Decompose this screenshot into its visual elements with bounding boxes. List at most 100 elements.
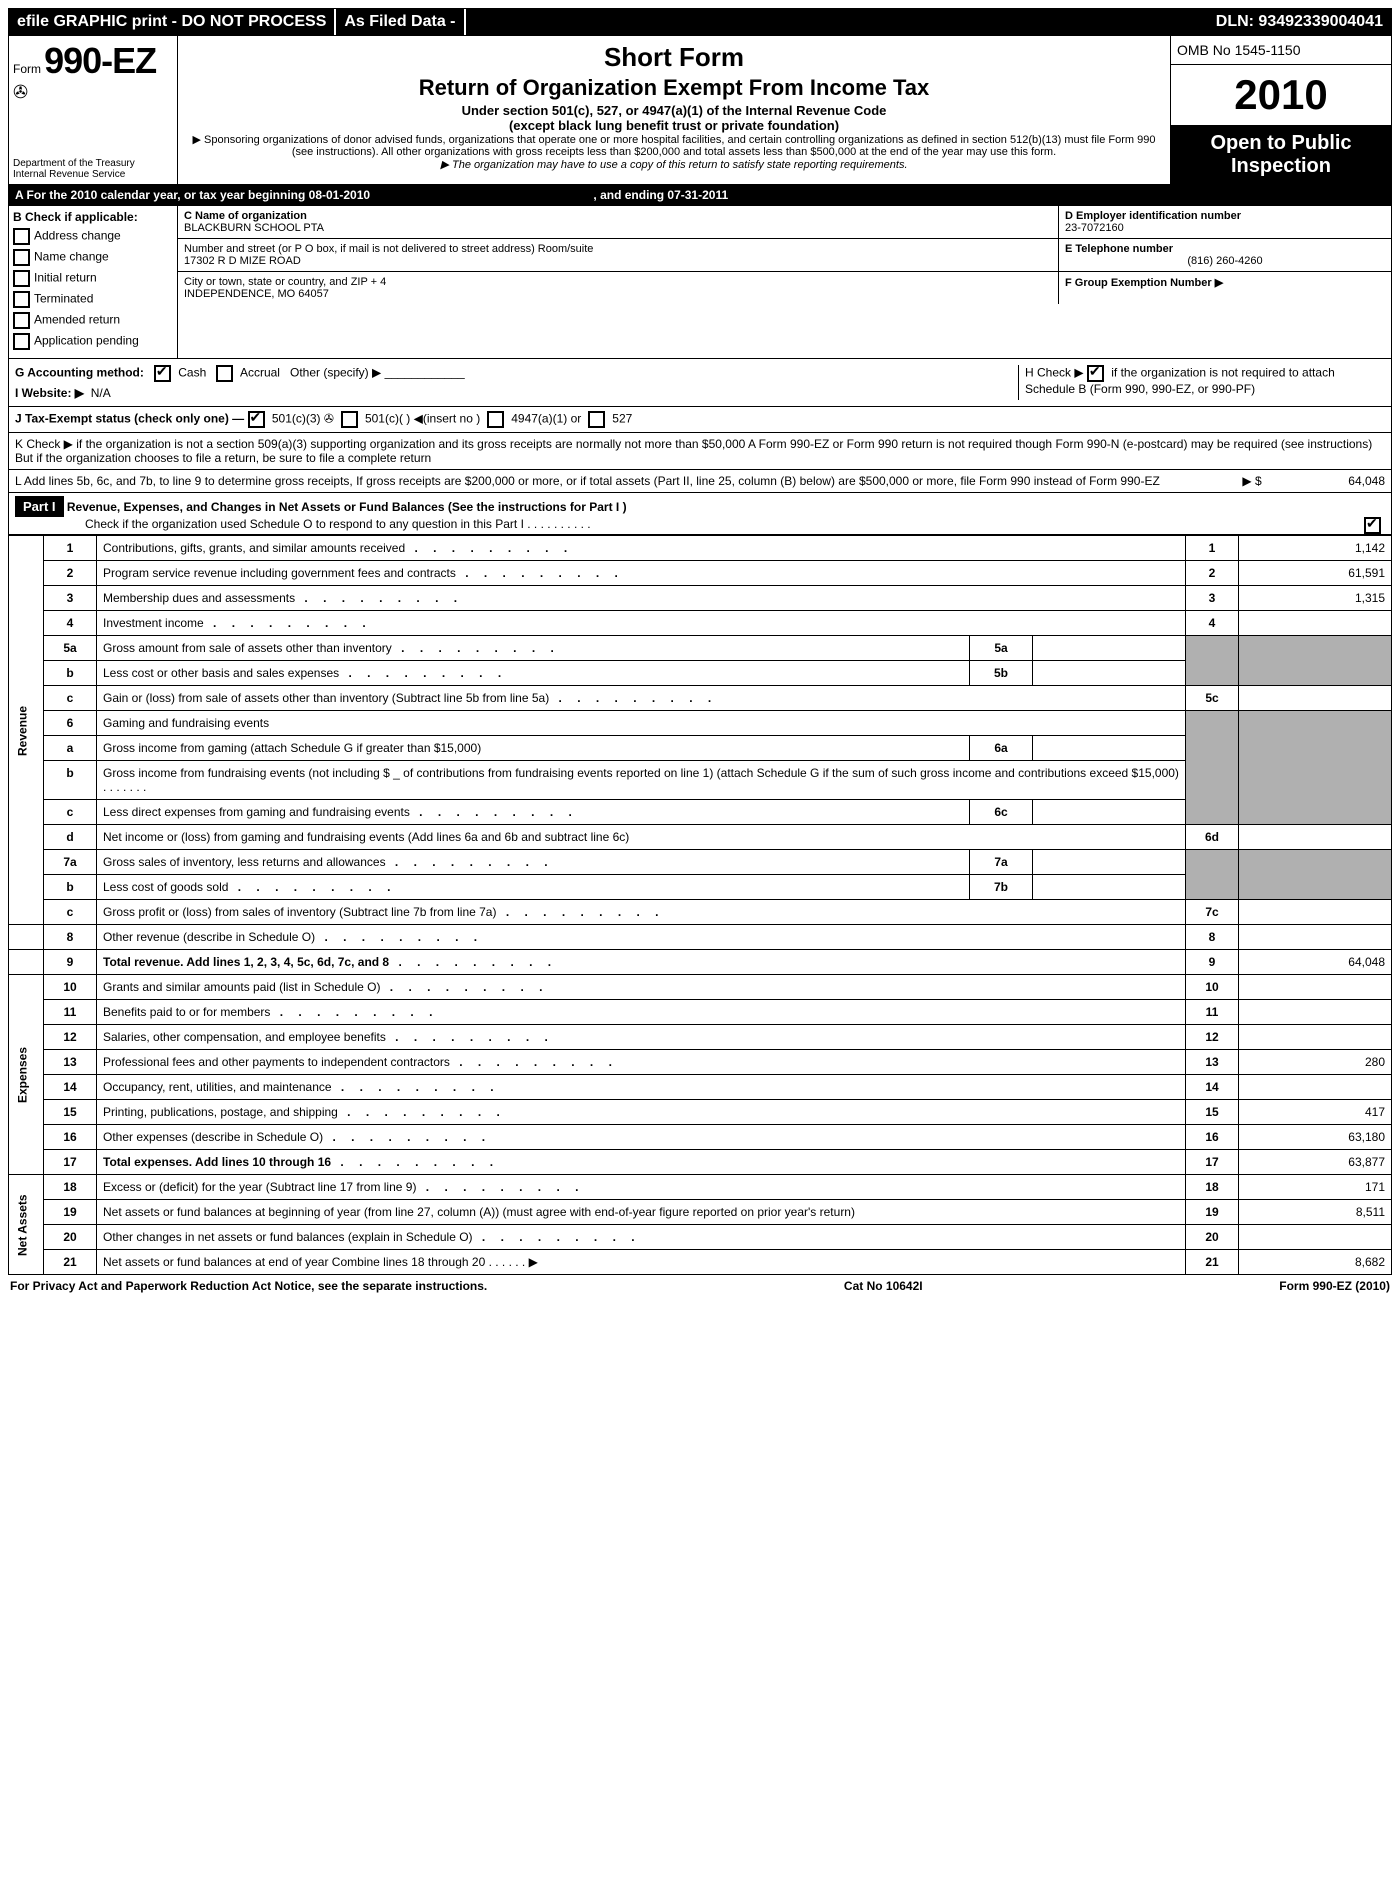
line10-text: Grants and similar amounts paid (list in…	[103, 980, 548, 994]
line9-amt: 64,048	[1239, 950, 1392, 975]
b-heading: B Check if applicable:	[13, 210, 173, 224]
part1-title: Revenue, Expenses, and Changes in Net As…	[67, 500, 627, 514]
chk-initial-return[interactable]: Initial return	[13, 270, 173, 287]
chk-schedule-b[interactable]	[1087, 365, 1104, 382]
line21-amt: 8,682	[1239, 1250, 1392, 1275]
chk-name-change[interactable]: Name change	[13, 249, 173, 266]
line10-amt	[1239, 975, 1392, 1000]
line18-amt: 171	[1239, 1175, 1392, 1200]
line20-amt	[1239, 1225, 1392, 1250]
topbar-dln: DLN: 93492339004041	[1208, 9, 1391, 35]
dept-treasury: Department of the Treasury	[13, 158, 173, 169]
efile-top-bar: efile GRAPHIC print - DO NOT PROCESS As …	[8, 8, 1392, 36]
footer-privacy: For Privacy Act and Paperwork Reduction …	[10, 1279, 487, 1293]
line-l: L Add lines 5b, 6c, and 7b, to line 9 to…	[8, 470, 1392, 493]
chk-501c[interactable]	[341, 411, 358, 428]
column-b-checkboxes: B Check if applicable: Address change Na…	[9, 206, 178, 358]
line5a-text: Gross amount from sale of assets other t…	[103, 641, 560, 655]
chk-schedule-o[interactable]	[1364, 517, 1381, 534]
phone-value: (816) 260-4260	[1065, 255, 1385, 267]
line1-text: Contributions, gifts, grants, and simila…	[103, 541, 573, 555]
line12-amt	[1239, 1025, 1392, 1050]
header-center: Short Form Return of Organization Exempt…	[178, 36, 1170, 184]
chk-amended-return[interactable]: Amended return	[13, 312, 173, 329]
line16-text: Other expenses (describe in Schedule O)	[103, 1130, 491, 1144]
line3-amt: 1,315	[1239, 586, 1392, 611]
dept-irs: Internal Revenue Service	[13, 169, 173, 180]
line5b-text: Less cost or other basis and sales expen…	[103, 666, 507, 680]
footer: For Privacy Act and Paperwork Reduction …	[8, 1275, 1392, 1297]
street-value: 17302 R D MIZE ROAD	[184, 255, 1052, 267]
line6a-text: Gross income from gaming (attach Schedul…	[97, 736, 970, 761]
h-text1: H Check ▶	[1025, 366, 1084, 380]
website-value: N/A	[91, 386, 111, 400]
header-left: Form 990-EZ ✇ Department of the Treasury…	[9, 36, 178, 184]
header-note2: ▶ The organization may have to use a cop…	[186, 158, 1162, 171]
omb-number: OMB No 1545-1150	[1171, 36, 1391, 65]
subtitle-except: (except black lung benefit trust or priv…	[186, 118, 1162, 133]
tax-year: 2010	[1171, 65, 1391, 126]
f-label: F Group Exemption Number ▶	[1065, 276, 1385, 289]
line-g-i-h: G Accounting method: Cash Accrual Other …	[8, 359, 1392, 407]
chk-527[interactable]	[588, 411, 605, 428]
line6b-text: Gross income from fundraising events (no…	[97, 761, 1186, 800]
i-label: I Website: ▶	[15, 386, 84, 400]
form-number: 990-EZ	[44, 40, 156, 81]
line6d-text: Net income or (loss) from gaming and fun…	[97, 825, 1186, 850]
line19-text: Net assets or fund balances at beginning…	[103, 1205, 855, 1219]
line7a-text: Gross sales of inventory, less returns a…	[103, 855, 554, 869]
line15-text: Printing, publications, postage, and shi…	[103, 1105, 506, 1119]
chk-address-change[interactable]: Address change	[13, 228, 173, 245]
title-return: Return of Organization Exempt From Incom…	[186, 75, 1162, 101]
line20-text: Other changes in net assets or fund bala…	[103, 1230, 641, 1244]
topbar-mid: As Filed Data -	[336, 9, 465, 35]
line16-amt: 63,180	[1239, 1125, 1392, 1150]
g-label: G Accounting method:	[15, 366, 144, 380]
line2-text: Program service revenue including govern…	[103, 566, 624, 580]
line21-text: Net assets or fund balances at end of ye…	[103, 1255, 538, 1269]
line12-text: Salaries, other compensation, and employ…	[103, 1030, 554, 1044]
form-prefix: Form	[13, 62, 41, 76]
footer-catno: Cat No 10642I	[844, 1279, 923, 1293]
line3-text: Membership dues and assessments	[103, 591, 463, 605]
chk-501c3[interactable]	[248, 411, 265, 428]
line11-amt	[1239, 1000, 1392, 1025]
subtitle-section: Under section 501(c), 527, or 4947(a)(1)…	[186, 103, 1162, 118]
line4-text: Investment income	[103, 616, 372, 630]
side-expenses: Expenses	[9, 975, 44, 1175]
line-j-tax-exempt: J Tax-Exempt status (check only one) — 5…	[8, 407, 1392, 433]
line5c-text: Gain or (loss) from sale of assets other…	[103, 691, 717, 705]
header-note1: ▶ Sponsoring organizations of donor advi…	[186, 133, 1162, 158]
chk-terminated[interactable]: Terminated	[13, 291, 173, 308]
line18-text: Excess or (deficit) for the year (Subtra…	[103, 1180, 584, 1194]
chk-4947[interactable]	[487, 411, 504, 428]
column-cdef: C Name of organization BLACKBURN SCHOOL …	[178, 206, 1391, 358]
line-k: K Check ▶ if the organization is not a s…	[8, 433, 1392, 470]
chk-application-pending[interactable]: Application pending	[13, 333, 173, 350]
part1-header-row: Part I Revenue, Expenses, and Changes in…	[8, 493, 1392, 535]
part1-table: Revenue 1 Contributions, gifts, grants, …	[8, 535, 1392, 1275]
chk-accrual[interactable]	[216, 365, 233, 382]
part1-badge: Part I	[15, 496, 64, 517]
line6d-amt	[1239, 825, 1392, 850]
d-label: D Employer identification number	[1065, 210, 1385, 222]
line6-text: Gaming and fundraising events	[97, 711, 1186, 736]
line13-text: Professional fees and other payments to …	[103, 1055, 618, 1069]
footer-formid: Form 990-EZ (2010)	[1279, 1279, 1390, 1293]
chk-cash[interactable]	[154, 365, 171, 382]
line1-amt: 1,142	[1239, 536, 1392, 561]
side-revenue: Revenue	[9, 536, 44, 925]
line14-text: Occupancy, rent, utilities, and maintena…	[103, 1080, 500, 1094]
header-right: OMB No 1545-1150 2010 Open to Public Ins…	[1170, 36, 1391, 184]
line8-amt	[1239, 925, 1392, 950]
city-value: INDEPENDENCE, MO 64057	[184, 288, 1052, 300]
section-bcdef: B Check if applicable: Address change Na…	[8, 206, 1392, 359]
topbar-left: efile GRAPHIC print - DO NOT PROCESS	[9, 9, 336, 35]
line4-amt	[1239, 611, 1392, 636]
city-label: City or town, state or country, and ZIP …	[184, 276, 1052, 288]
side-netassets: Net Assets	[9, 1175, 44, 1275]
org-name: BLACKBURN SCHOOL PTA	[184, 222, 1052, 234]
line7c-text: Gross profit or (loss) from sales of inv…	[103, 905, 665, 919]
line2-amt: 61,591	[1239, 561, 1392, 586]
row-a-calendar-year: A For the 2010 calendar year, or tax yea…	[8, 185, 1392, 206]
